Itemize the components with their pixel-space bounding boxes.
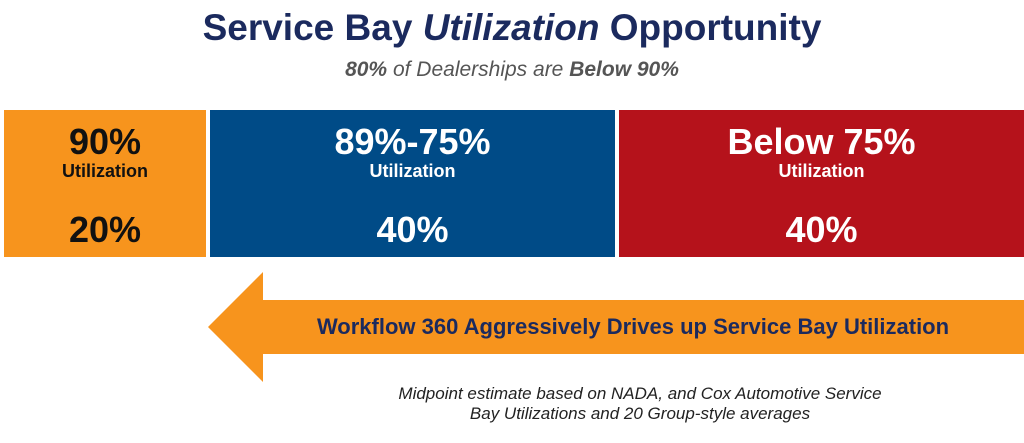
subtitle-middle: of Dealerships are [387,58,570,81]
segment-unit-label: Utilization [369,161,456,181]
left-arrow-icon [208,272,1024,382]
title-emphasis: Utilization [422,7,600,48]
segment-range-label: Below 75% [727,121,916,162]
segment-3: Below 75% Utilization 40% [619,110,1024,257]
segment-unit-label: Utilization [778,161,865,181]
segment-2: 89%-75% Utilization 40% [210,110,615,257]
page-title: Service Bay Utilization Opportunity [0,6,1024,50]
footnote: Midpoint estimate based on NADA, and Cox… [320,384,960,424]
footnote-line-1: Midpoint estimate based on NADA, and Cox… [398,384,882,403]
segment-unit-label: Utilization [62,161,148,181]
segment-value-label: 40% [785,209,858,250]
title-part-2: Opportunity [599,7,822,48]
title-part-1: Service Bay [202,7,423,48]
footnote-line-2: Bay Utilizations and 20 Group-style aver… [469,404,811,423]
segment-range-label: 90% [68,121,142,162]
arrow-shape [208,272,1024,382]
segment-1: 90% Utilization 20% [4,110,206,257]
segment-range-label: 89%-75% [334,121,491,162]
subtitle-threshold: Below 90% [569,58,679,81]
arrow-label: Workflow 360 Aggressively Drives up Serv… [316,314,950,339]
subtitle: 80% of Dealerships are Below 90% [0,57,1024,83]
segment-value-label: 20% [68,209,142,250]
subtitle-pct: 80% [345,58,388,81]
segment-value-label: 40% [376,209,449,250]
